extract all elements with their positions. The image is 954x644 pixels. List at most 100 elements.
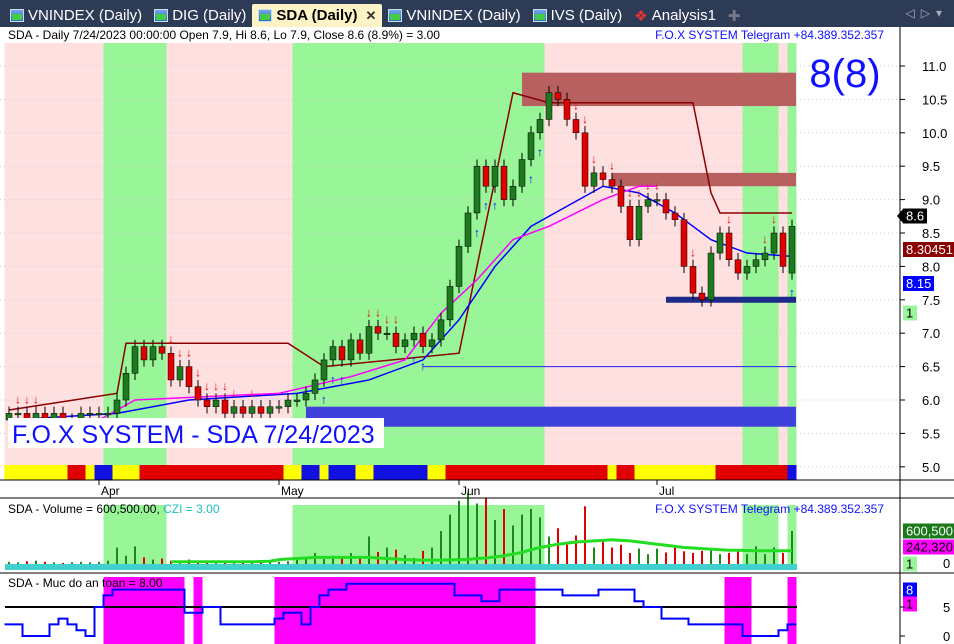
sell-arrow-icon: ↓ — [195, 366, 201, 380]
trend-strip-cell — [85, 465, 95, 480]
safety-zone — [130, 577, 140, 644]
sell-arrow-icon: ↓ — [204, 379, 210, 393]
volume-header: SDA - Volume = 600,500.00, CZI = 3.00 — [8, 502, 220, 516]
trend-strip-cell — [373, 465, 383, 480]
candle-53 — [482, 165, 490, 187]
volume-value-label-bg — [903, 523, 954, 539]
tab-5[interactable]: ❖ Analysis1 — [628, 4, 722, 27]
sell-arrow-icon: ↓ — [690, 245, 696, 259]
candle-42 — [383, 332, 391, 335]
tab-1[interactable]: DIG (Daily) — [148, 4, 252, 27]
sell-arrow-icon: ↓ — [24, 392, 30, 406]
trend-strip-cell — [661, 465, 671, 480]
trend-strip-cell — [139, 465, 149, 480]
candle-81 — [734, 259, 742, 274]
trend-strip-cell — [418, 465, 428, 480]
safety-zone — [499, 577, 509, 644]
trend-strip-cell — [274, 465, 284, 480]
safety-zone — [121, 577, 131, 644]
trail-price-label: 8.15 — [906, 276, 931, 291]
trend-strip-cell — [535, 465, 545, 480]
candle-34 — [311, 379, 319, 394]
tab-2[interactable]: SDA (Daily) ✕ — [252, 4, 383, 27]
candle-62 — [563, 99, 571, 120]
candle-15 — [140, 346, 148, 361]
tab-menu-button[interactable]: ▾ — [935, 6, 948, 20]
close-tab-icon[interactable]: ✕ — [365, 7, 377, 23]
candle-29 — [266, 406, 274, 414]
candle-32 — [293, 399, 301, 402]
trend-strip-cell — [643, 465, 653, 480]
safety-zone — [355, 577, 365, 644]
candle-33 — [302, 393, 310, 401]
trend-strip-cell — [247, 465, 257, 480]
candle-22 — [203, 399, 211, 407]
candle-66 — [599, 172, 607, 180]
y-tick-label: 11.0 — [922, 59, 946, 74]
trend-strip-cell — [499, 465, 509, 480]
next-tab-button[interactable]: ▷ — [920, 6, 936, 20]
sell-arrow-icon: ↓ — [582, 112, 588, 126]
volume-ma-line — [171, 538, 793, 564]
trend-strip-cell — [580, 465, 590, 480]
candle-82 — [743, 266, 751, 274]
safety-zone — [328, 577, 338, 644]
safety-header: SDA - Muc do an toan = 8.00 — [8, 576, 163, 590]
y-tick-label: 10.0 — [922, 126, 947, 141]
tab-0[interactable]: VNINDEX (Daily) — [4, 4, 148, 27]
candle-31 — [284, 399, 292, 407]
trend-strip-cell — [202, 465, 212, 480]
candle-48 — [437, 319, 445, 341]
zone-pink — [166, 43, 293, 465]
trend-strip-cell — [589, 465, 599, 480]
safety-zone — [319, 577, 329, 644]
safety-zone — [427, 577, 437, 644]
candle-84 — [761, 252, 769, 260]
safety-zone — [139, 577, 149, 644]
sell-arrow-icon: ↓ — [726, 212, 732, 226]
sell-arrow-icon: ↓ — [771, 212, 777, 226]
prev-tab-button[interactable]: ◁ — [905, 6, 921, 20]
sell-arrow-icon: ↓ — [222, 379, 228, 393]
buy-arrow-icon: ↑ — [789, 285, 795, 299]
sell-arrow-icon: ↓ — [375, 306, 381, 320]
chart-icon — [388, 9, 403, 22]
tab-label: SDA (Daily) — [276, 7, 358, 24]
safety-zone — [382, 577, 392, 644]
new-tab-icon[interactable]: ✚ — [727, 7, 741, 25]
month-label: Apr — [101, 484, 120, 498]
trend-strip-cell — [787, 465, 797, 480]
trend-strip-cell — [130, 465, 140, 480]
sell-arrow-icon: ↓ — [636, 185, 642, 199]
buy-arrow-icon: ↑ — [339, 372, 345, 386]
chart-area[interactable]: ↓ ↓ ↓↓↓ ↓↓↓ ↓ ↓ ↓ ↓↓ ↓ ↓ ↓↓↓↓ ↓↓ ↓ ↓ ↓↓↓↓↓↑↑ ↑↑ ↑↑↑ ↑↑↑↑ … — [0, 27, 954, 644]
chart-icon — [532, 9, 547, 22]
buy-arrow-icon: ↑ — [321, 392, 327, 406]
candle-9 — [86, 413, 94, 416]
tab-navigation[interactable]: ◁▷▾ — [906, 6, 949, 20]
volume-avg-label: 242,320 — [906, 540, 953, 555]
safety-header-part: Muc do an toan = 8.00 — [43, 576, 163, 590]
trend-strip-cell — [679, 465, 689, 480]
sell-arrow-icon: ↓ — [627, 185, 633, 199]
candle-1 — [14, 413, 22, 416]
candle-16 — [149, 346, 157, 361]
tab-4[interactable]: IVS (Daily) — [527, 4, 629, 27]
trend-strip-cell — [49, 465, 59, 480]
volume-value-label: 600,500 — [906, 524, 953, 539]
header-bg — [5, 28, 452, 42]
trend-strip-cell — [355, 465, 365, 480]
candle-28 — [257, 406, 265, 414]
trend-strip-cell — [706, 465, 716, 480]
sell-arrow-icon: ↓ — [33, 392, 39, 406]
candle-71 — [644, 199, 652, 207]
trend-strip-cell — [238, 465, 248, 480]
safety-zone — [472, 577, 482, 644]
candle-78 — [707, 252, 715, 301]
candle-21 — [194, 386, 202, 401]
tab-label: Analysis1 — [651, 7, 716, 24]
candle-73 — [662, 199, 670, 214]
tab-3[interactable]: VNINDEX (Daily) — [382, 4, 526, 27]
sell-arrow-icon: ↓ — [186, 346, 192, 360]
trend-strip-cell — [112, 465, 122, 480]
